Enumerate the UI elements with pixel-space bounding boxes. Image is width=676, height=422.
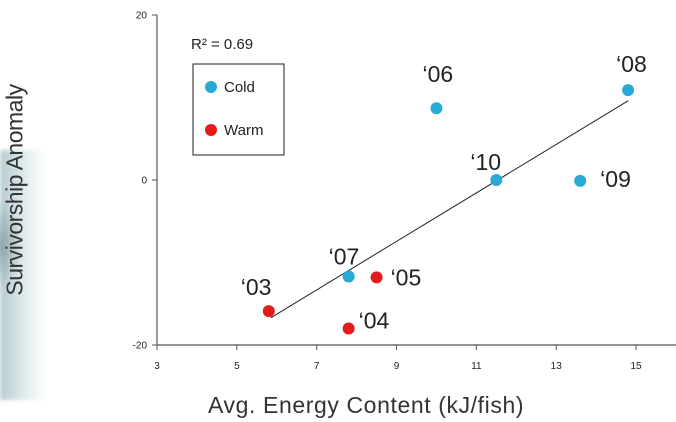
- y-tick-label: -20: [133, 341, 148, 352]
- x-tick-label: 11: [471, 361, 482, 372]
- point-label: ‘09: [600, 166, 631, 192]
- point-label: ‘08: [616, 51, 647, 77]
- data-point-cold: [490, 174, 503, 186]
- legend-label-warm: Warm: [224, 122, 263, 139]
- trendline-group: [270, 100, 629, 319]
- legend-label-cold: Cold: [224, 79, 255, 96]
- data-point-cold: [574, 174, 587, 187]
- legend-box: [192, 63, 285, 156]
- data-point-warm: [342, 322, 355, 335]
- legend-marker-cold: [205, 81, 217, 93]
- x-tick-label: 3: [154, 361, 160, 372]
- legend: Cold Warm: [192, 63, 285, 156]
- legend-marker-warm: [205, 124, 217, 136]
- y-tick-label: 0: [141, 176, 147, 187]
- x-tick-label: 7: [314, 361, 320, 372]
- x-tick-label: 15: [631, 361, 643, 372]
- data-point-cold: [342, 270, 355, 283]
- data-point-warm: [370, 271, 383, 284]
- data-point-cold: [622, 84, 635, 97]
- x-tick-label: 9: [394, 361, 400, 372]
- data-points: [262, 84, 635, 335]
- data-point-warm: [262, 305, 275, 318]
- data-point-cold: [430, 102, 443, 115]
- background-photo-strip: [0, 150, 46, 400]
- x-tick-label: 5: [234, 361, 240, 372]
- point-label: ‘07: [329, 244, 360, 270]
- background-photo-shade: [0, 200, 22, 290]
- axes: 20 0 -20 3 5 7 9 11 13 15: [133, 11, 676, 372]
- point-label: ‘05: [391, 264, 422, 290]
- y-tick-label: 20: [136, 11, 148, 22]
- annotations: R² = 0.69: [191, 36, 253, 53]
- x-axis-label: Avg. Energy Content (kJ/fish): [208, 392, 525, 418]
- point-labels: ‘06 ‘08 ‘10 ‘09 ‘07 ‘05 ‘03 ‘04: [241, 51, 647, 333]
- x-tick-label: 13: [551, 361, 563, 372]
- r-squared-label: R² = 0.69: [191, 36, 253, 53]
- trendline: [270, 100, 629, 319]
- point-label: ‘04: [359, 308, 390, 334]
- point-label: ‘03: [241, 274, 272, 300]
- point-label: ‘10: [470, 149, 501, 175]
- point-label: ‘06: [422, 61, 453, 87]
